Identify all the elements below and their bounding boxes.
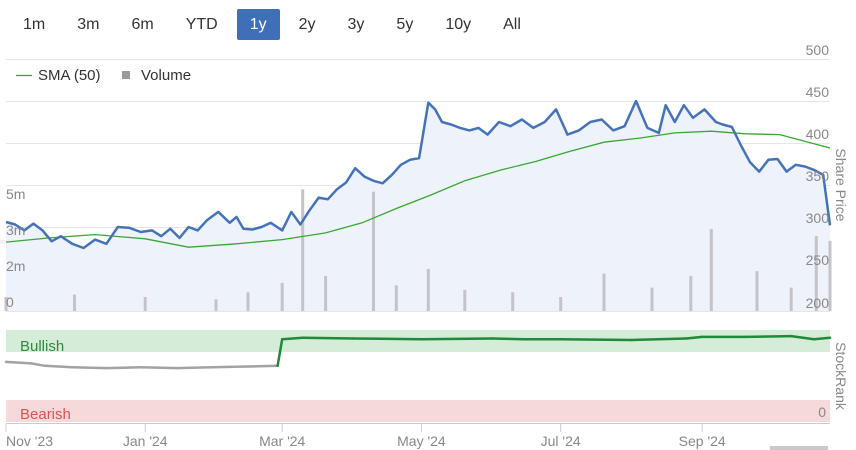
volume-bar [426, 268, 430, 311]
price-tick-label: 400 [806, 126, 830, 142]
bullish-zone [6, 330, 830, 352]
range-button-all[interactable]: All [503, 16, 521, 33]
price-tick-label: 300 [806, 210, 830, 226]
volume-tick-label: 2m [6, 258, 25, 274]
volume-bar [246, 292, 250, 311]
price-axis-title: Share Price [833, 148, 849, 221]
stockrank-segment [301, 336, 355, 340]
stockrank-line[interactable] [4, 334, 832, 370]
volume-bars [4, 189, 832, 311]
range-button-1m[interactable]: 1m [23, 16, 46, 33]
stockrank-segment [490, 337, 526, 341]
volume-bar [143, 297, 147, 311]
x-tick-label: Jan '24 [123, 433, 168, 449]
stockrank-axis-title: StockRank [833, 342, 849, 411]
stockrank-segment [70, 366, 108, 370]
price-area-fill [6, 101, 830, 311]
stockrank-segment [175, 366, 213, 370]
stockrank-segment [29, 362, 47, 368]
price-tick-label: 500 [806, 42, 830, 58]
volume-bar [324, 275, 328, 311]
range-button-6m[interactable]: 6m [131, 16, 154, 33]
stockrank-segment [280, 336, 304, 341]
sma-line [5, 130, 831, 248]
stockrank-segment [789, 334, 816, 341]
legend: SMA (50) Volume [16, 67, 191, 84]
range-button-3y[interactable]: 3y [347, 16, 365, 33]
range-button-ytd[interactable]: YTD [185, 16, 218, 33]
volume-bar [463, 289, 467, 311]
x-axis-ticks: Nov '23 Jan '24 Mar '24 May '24 Jul '24 Sep '… [5, 424, 726, 449]
volume-tick-label: 3m [6, 222, 25, 238]
stockrank-segment [559, 337, 633, 342]
stockrank-zero-tick: 0 [818, 404, 826, 420]
volume-bar [73, 294, 76, 311]
range-button-1y[interactable]: 1y [236, 9, 280, 40]
stockrank-segment [630, 337, 688, 342]
volume-bar [650, 287, 654, 311]
x-tick-label: Nov '23 [6, 433, 53, 449]
range-button-3m[interactable]: 3m [77, 16, 100, 33]
stockrank-segment [4, 360, 33, 365]
range-button-10y[interactable]: 10y [445, 16, 472, 33]
volume-tick-label: 0 [6, 294, 14, 310]
volume-axis-ticks: 5m 3m 2m 0 [6, 186, 25, 310]
range-button-5y[interactable]: 5y [396, 16, 414, 33]
volume-bar [4, 297, 8, 311]
volume-bar [755, 271, 759, 311]
volume-bar [301, 189, 305, 311]
stockrank-segment [351, 337, 423, 341]
stockrank-segment [812, 336, 832, 341]
stockrank-segment [210, 365, 250, 369]
volume-bar [214, 299, 218, 311]
legend-volume-swatch [122, 71, 130, 79]
x-tick-label: Mar '24 [259, 433, 305, 449]
stockrank-segment [420, 337, 494, 341]
volume-tick-label: 5m [6, 186, 25, 202]
stockrank-segment [43, 364, 74, 369]
price-line[interactable] [5, 99, 832, 250]
x-tick-label: Sep '24 [679, 433, 726, 449]
volume-bar [394, 285, 398, 311]
volume-bar [789, 287, 793, 311]
volume-bar [559, 297, 563, 311]
range-button-2y[interactable]: 2y [298, 16, 316, 33]
x-tick-label: May '24 [397, 433, 446, 449]
legend-sma-label[interactable]: SMA (50) [38, 67, 101, 84]
volume-bar [602, 273, 606, 311]
stockrank-segment [139, 366, 179, 370]
bullish-label: Bullish [20, 338, 64, 355]
stockrank-segment [276, 337, 284, 368]
stockrank-segment [105, 366, 142, 370]
stockrank-segment [744, 334, 793, 339]
price-tick-label: 250 [806, 252, 830, 268]
price-axis-ticks: 500 450 400 350 300 250 200 [806, 42, 830, 311]
bearish-zone [6, 400, 830, 422]
stockrank-segment [246, 364, 279, 368]
navigator-handle[interactable] [770, 446, 828, 450]
volume-bar [689, 275, 693, 311]
volume-bar [372, 191, 375, 311]
x-tick-label: Jul '24 [541, 433, 581, 449]
volume-bar [511, 292, 515, 311]
bearish-label: Bearish [20, 406, 71, 423]
volume-bar [709, 229, 713, 311]
legend-volume-label[interactable]: Volume [141, 67, 191, 84]
price-tick-label: 200 [806, 295, 830, 311]
price-tick-label: 450 [806, 84, 830, 100]
stockrank-segment [684, 335, 704, 340]
price-tick-label: 350 [806, 168, 830, 184]
range-selector: 1m 3m 6m YTD 1y 2y 3y 5y 10y All [10, 9, 540, 40]
volume-bar [828, 240, 832, 311]
volume-bar [814, 236, 818, 311]
volume-bar [280, 282, 284, 311]
